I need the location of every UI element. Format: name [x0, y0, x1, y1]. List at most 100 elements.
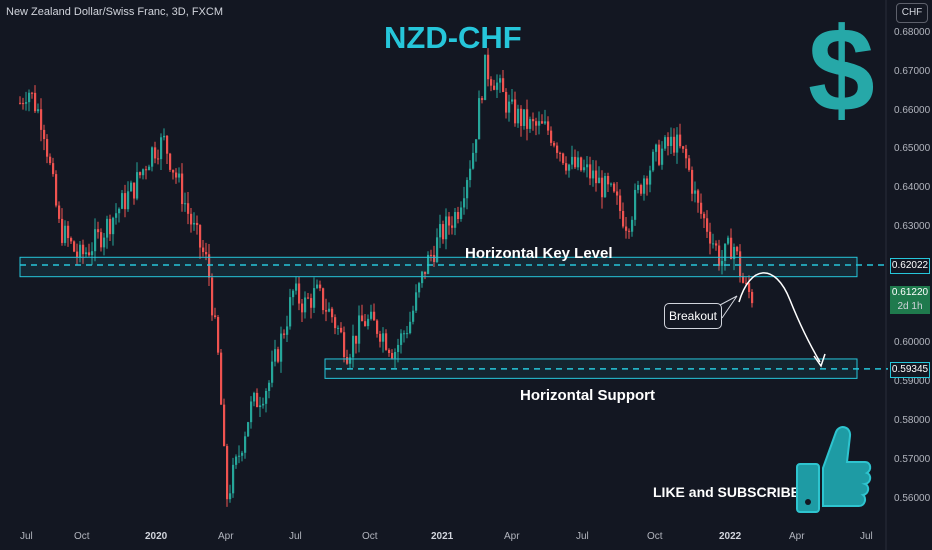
y-tick-label: 0.68000 [894, 26, 931, 38]
candle-body [481, 98, 484, 100]
candle-body [439, 224, 442, 238]
candle-body [721, 260, 724, 266]
candle-body [79, 244, 82, 258]
candle-body [382, 333, 385, 342]
candle-body [43, 129, 46, 140]
candle-body [37, 109, 40, 112]
candle-body [511, 99, 514, 102]
candle-body [655, 144, 658, 152]
candle-body [106, 218, 109, 238]
candle-body [67, 225, 70, 239]
candle-body [547, 121, 550, 131]
candle-body [334, 317, 337, 329]
candle-body [472, 152, 475, 169]
candle-body [295, 283, 298, 291]
y-tick-label: 0.67000 [894, 65, 931, 77]
candle-body [298, 283, 301, 304]
candle-body [646, 178, 649, 185]
candle-body [610, 183, 613, 185]
x-tick-label: Jul [20, 531, 33, 542]
candle-body [628, 230, 631, 232]
x-tick-label: 2020 [145, 531, 168, 542]
candle-body [229, 493, 232, 500]
candle-body [82, 244, 85, 255]
candle-body [313, 288, 316, 308]
candle-body [430, 254, 433, 256]
candle-body [664, 137, 667, 149]
candle-body [523, 109, 526, 126]
projection-arrow [738, 272, 821, 363]
candle-body [568, 164, 571, 171]
thumbs-up-icon [796, 426, 872, 513]
candle-body [625, 226, 628, 231]
candle-body [133, 182, 136, 199]
candle-body [403, 333, 406, 335]
candle-body [52, 163, 55, 175]
currency-badge[interactable]: CHF [896, 3, 928, 23]
candle-body [652, 151, 655, 171]
candle-body [115, 213, 118, 218]
candle-body [598, 177, 601, 184]
candle-body [268, 382, 271, 391]
y-tick-label: 0.58000 [894, 415, 931, 427]
y-tick-label: 0.66000 [894, 104, 931, 116]
candle-body [634, 189, 637, 220]
breakout-pointer [719, 295, 738, 319]
candle-body [163, 135, 166, 138]
candle-body [493, 85, 496, 90]
candle-body [145, 169, 148, 171]
candle-body [175, 172, 178, 178]
candle-body [412, 310, 415, 322]
candle-body [394, 352, 397, 359]
candle-body [712, 243, 715, 245]
candle-body [388, 349, 391, 353]
candle-body [619, 195, 622, 211]
candle-body [112, 217, 115, 235]
candle-body [274, 349, 277, 362]
candle-body [328, 308, 331, 312]
candle-body [448, 216, 451, 226]
y-tick-label: 0.57000 [894, 453, 931, 465]
candle-body [700, 202, 703, 214]
candle-body [553, 142, 556, 146]
candle-body [460, 207, 463, 219]
x-tick-label: 2022 [719, 531, 742, 542]
candle-body [484, 54, 487, 100]
candle-body [682, 146, 685, 149]
candle-body [124, 193, 127, 210]
candle-body [181, 173, 184, 205]
candle-body [241, 452, 244, 456]
candle-body [202, 247, 205, 253]
y-tick-label: 0.63000 [894, 221, 931, 232]
candle-body [490, 79, 493, 86]
candle-body [496, 82, 499, 90]
candle-body [742, 276, 745, 283]
candle-body [76, 251, 79, 258]
candle-body [376, 320, 379, 334]
candle-body [319, 284, 322, 289]
candle-body [349, 357, 352, 364]
candle-body [745, 282, 748, 284]
candle-body [256, 392, 259, 408]
candle-body [55, 174, 58, 206]
candle-body [586, 164, 589, 168]
projection-arrowhead [813, 353, 826, 368]
candle-body [727, 237, 730, 244]
candle-body [457, 212, 460, 219]
candle-body [574, 156, 577, 168]
candle-body [358, 315, 361, 344]
candle-body [733, 246, 736, 260]
candle-body [127, 191, 130, 210]
candle-body [400, 333, 403, 345]
candle-body [613, 183, 616, 192]
candle-body [466, 180, 469, 199]
candle-body [529, 119, 532, 129]
candle-body [487, 54, 490, 80]
candle-body [391, 352, 394, 359]
candle-body [259, 405, 262, 408]
candle-body [616, 191, 619, 196]
candle-body [595, 170, 598, 184]
candle-body [316, 284, 319, 289]
candle-body [262, 403, 265, 406]
